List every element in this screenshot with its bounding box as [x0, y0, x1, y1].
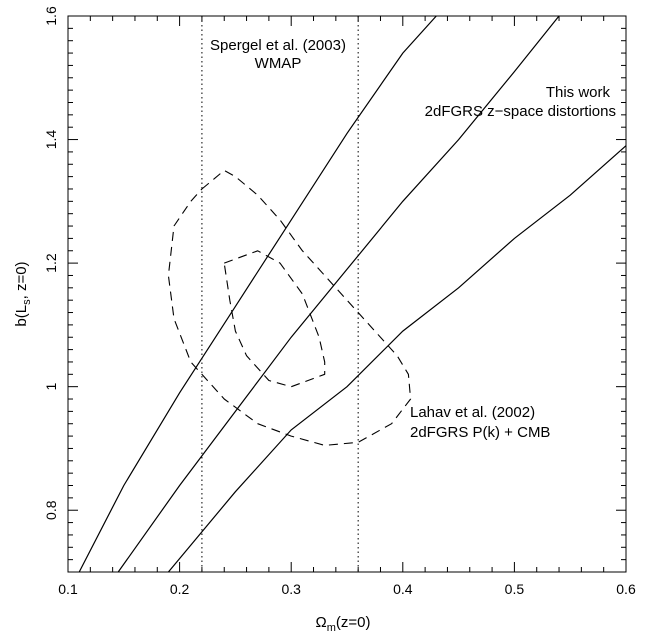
contour-1: [167, 169, 412, 446]
y-tick-label: 1.2: [43, 253, 59, 273]
annotation-thiswork-line1: This work: [546, 84, 611, 101]
x-tick-label: 0.6: [616, 581, 636, 597]
annotation-lahav-line2: 2dFGRS P(k) + CMB: [410, 424, 550, 441]
x-tick-label: 0.3: [281, 581, 301, 597]
x-axis-title-rest: (z=0): [336, 614, 371, 631]
annotation-spergel-line2: WMAP: [255, 55, 302, 72]
contour-2: [223, 250, 326, 388]
x-tick-label: 0.2: [170, 581, 190, 597]
y-axis-title: b(Ls, z=0): [13, 261, 33, 326]
y-axis-title-main: b(L: [13, 305, 30, 327]
curves-layer: [78, 16, 626, 572]
y-tick-label: 1.6: [43, 6, 59, 26]
x-tick-label: 0.1: [58, 581, 78, 597]
plot-frame: [67, 15, 627, 573]
tick-labels-layer: 0.1 0.2 0.3 0.4 0.5 0.6 0.8 1 1.2 1.4 1.6: [43, 6, 636, 597]
y-tick-label: 0.8: [43, 500, 59, 520]
curve-3: [167, 145, 626, 572]
contours-layer: [167, 169, 412, 446]
y-tick-label: 1.4: [43, 130, 59, 150]
annotation-lahav-line1: Lahav et al. (2002): [410, 404, 535, 421]
x-axis-title-main: Ω: [316, 614, 327, 631]
curve-2: [117, 16, 560, 572]
x-axis-title-sub: m: [327, 622, 336, 634]
y-axis-title-rest: , z=0): [13, 261, 30, 299]
vlines-layer: [201, 16, 359, 572]
ticks-layer: [67, 15, 627, 573]
curve-1: [78, 16, 437, 572]
x-tick-label: 0.4: [393, 581, 413, 597]
x-tick-label: 0.5: [505, 581, 525, 597]
x-axis-title: Ωm(z=0): [316, 614, 371, 634]
annotation-thiswork-line2: 2dFGRS z−space distortions: [425, 103, 616, 120]
y-axis-title-sub: s: [21, 299, 33, 305]
y-tick-label: 1: [43, 383, 59, 391]
annotation-spergel-line1: Spergel et al. (2003): [210, 37, 346, 54]
